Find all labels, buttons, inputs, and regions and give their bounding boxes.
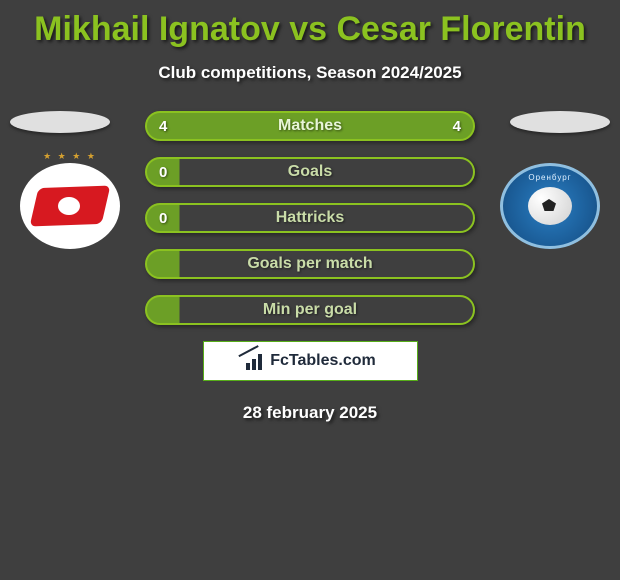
club-crest-left: ★ ★ ★ ★: [20, 163, 120, 249]
stat-label: Goals: [147, 163, 473, 181]
stat-right-value: 4: [453, 118, 461, 135]
crest-right-ball-icon: [528, 187, 572, 225]
stat-row: Goals per match: [145, 249, 475, 279]
bar-chart-icon: [244, 352, 266, 370]
stat-left-value: 0: [159, 210, 167, 227]
stat-label: Hattricks: [147, 209, 473, 227]
page-subtitle: Club competitions, Season 2024/2025: [0, 63, 620, 83]
crest-right-shape: Оренбург: [500, 163, 600, 249]
decoration-ellipse-left: [10, 111, 110, 133]
crest-right-text: Оренбург: [503, 173, 597, 182]
club-crest-right: Оренбург: [500, 163, 600, 249]
comparison-date: 28 february 2025: [0, 403, 620, 423]
stat-row: Goals0: [145, 157, 475, 187]
stat-row: Min per goal: [145, 295, 475, 325]
crest-left-stars: ★ ★ ★ ★: [20, 151, 120, 162]
branding-text: FcTables.com: [270, 352, 376, 370]
page-title: Mikhail Ignatov vs Cesar Florentin: [0, 0, 620, 49]
crest-left-shape: [20, 163, 120, 249]
stats-list: Matches44Goals0Hattricks0Goals per match…: [145, 111, 475, 325]
stat-left-value: 4: [159, 118, 167, 135]
stat-row: Matches4 4: [145, 111, 475, 141]
stat-row: Hattricks0: [145, 203, 475, 233]
decoration-ellipse-right: [510, 111, 610, 133]
stat-label: Min per goal: [147, 301, 473, 319]
stat-label: Matches: [147, 117, 473, 135]
stat-left-value: 0: [159, 164, 167, 181]
comparison-area: ★ ★ ★ ★ Оренбург Matches44Goals0Hattrick…: [0, 111, 620, 423]
branding-box: FcTables.com: [203, 341, 418, 381]
stat-label: Goals per match: [147, 255, 473, 273]
